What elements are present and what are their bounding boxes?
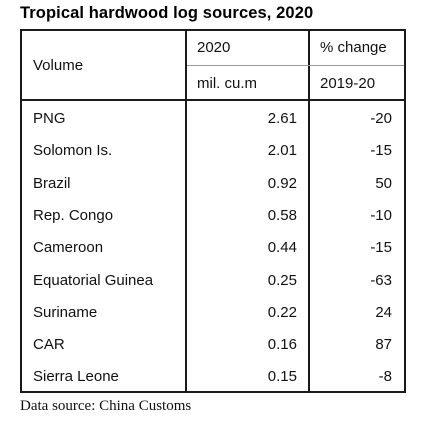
column-period-label: 2019-20	[320, 75, 376, 92]
row-header-label: Volume	[33, 57, 84, 74]
row-country-label: Brazil	[33, 175, 71, 192]
row-volume-value: 0.25	[267, 272, 297, 289]
row-country-label: CAR	[33, 336, 65, 353]
row-volume-value: 2.61	[267, 110, 297, 127]
column-divider	[185, 31, 187, 391]
row-change-value: -20	[370, 110, 392, 127]
header-subdivider	[187, 65, 404, 66]
row-volume-value: 0.16	[267, 336, 297, 353]
row-volume-value: 0.92	[267, 175, 297, 192]
row-volume-value: 0.15	[267, 368, 297, 385]
column-unit-label: mil. cu.m	[197, 75, 257, 92]
row-change-value: 24	[375, 304, 392, 321]
row-change-value: -8	[378, 368, 392, 385]
row-volume-value: 0.22	[267, 304, 297, 321]
row-change-value: -15	[370, 239, 392, 256]
column-change-label: % change	[320, 39, 387, 56]
row-change-value: 50	[375, 175, 392, 192]
row-country-label: Cameroon	[33, 239, 104, 256]
row-country-label: Suriname	[33, 304, 98, 321]
data-source-note: Data source: China Customs	[20, 398, 192, 414]
row-change-value: -10	[370, 207, 392, 224]
row-volume-value: 0.44	[267, 239, 297, 256]
row-country-label: Solomon Is.	[33, 142, 113, 159]
row-country-label: PNG	[33, 110, 66, 127]
row-volume-value: 0.58	[267, 207, 297, 224]
header-divider	[22, 99, 404, 101]
data-table: Volume 2020 mil. cu.m % change 2019-20 P…	[20, 29, 406, 393]
column-year-label: 2020	[197, 39, 231, 56]
row-country-label: Sierra Leone	[33, 368, 119, 385]
row-change-value: 87	[375, 336, 392, 353]
row-country-label: Equatorial Guinea	[33, 272, 154, 289]
row-country-label: Rep. Congo	[33, 207, 114, 224]
column-divider	[308, 31, 310, 391]
row-change-value: -63	[370, 272, 392, 289]
row-change-value: -15	[370, 142, 392, 159]
table-title: Tropical hardwood log sources, 2020	[20, 4, 314, 22]
row-volume-value: 2.01	[267, 142, 297, 159]
